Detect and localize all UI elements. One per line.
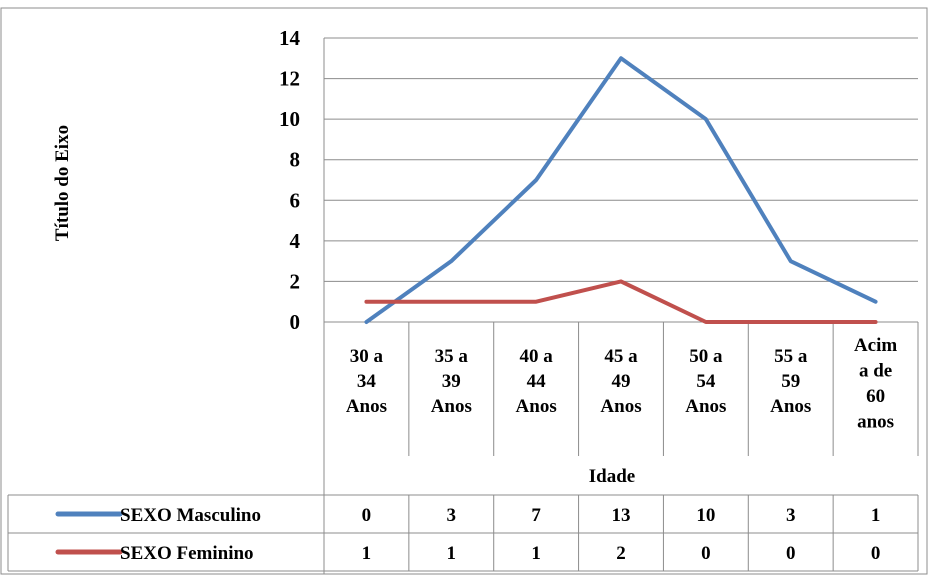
x-tick-label: 39 (442, 371, 461, 392)
x-tick-label: 45 a (604, 346, 638, 367)
x-tick-label: a de (859, 361, 892, 382)
y-tick-label: 8 (290, 148, 301, 172)
x-tick-label: 50 a (689, 346, 723, 367)
data-table-cell: 2 (616, 543, 626, 564)
x-tick-label: Anos (516, 396, 557, 417)
data-table-cell: 10 (696, 505, 715, 526)
y-tick-label: 6 (290, 188, 301, 212)
x-tick-label: 40 a (520, 346, 554, 367)
x-tick-label: 30 a (350, 346, 384, 367)
legend-label: SEXO Feminino (120, 543, 254, 564)
x-tick-label: Anos (431, 396, 472, 417)
data-table-cell: 7 (531, 505, 541, 526)
x-tick-label: 49 (612, 371, 631, 392)
data-table-cell: 3 (447, 505, 457, 526)
y-tick-label: 12 (279, 67, 300, 91)
legend-label: SEXO Masculino (120, 505, 261, 526)
y-tick-label: 4 (290, 229, 301, 253)
x-tick-label: 54 (696, 371, 716, 392)
x-tick-label: Acim (854, 335, 897, 356)
x-tick-label: Anos (770, 396, 811, 417)
x-tick-label: 60 (866, 386, 885, 407)
chart-border (1, 8, 927, 574)
data-table-cell: 13 (612, 505, 631, 526)
data-table-cell: 1 (447, 543, 457, 564)
x-tick-label: 34 (357, 371, 377, 392)
data-table-cell: 3 (786, 505, 796, 526)
x-tick-label: 35 a (435, 346, 469, 367)
data-table-cell: 1 (871, 505, 881, 526)
x-tick-label: anos (857, 412, 894, 433)
data-table-cell: 1 (531, 543, 541, 564)
y-tick-label: 0 (290, 310, 301, 334)
x-tick-label: 44 (527, 371, 547, 392)
data-table-cell: 0 (362, 505, 372, 526)
data-table-cell: 0 (871, 543, 881, 564)
y-tick-label: 10 (279, 107, 300, 131)
data-table-cell: 1 (362, 543, 372, 564)
data-table-cell: 0 (701, 543, 711, 564)
y-axis-title: Título do Eixo (52, 125, 73, 241)
x-tick-label: Anos (685, 396, 726, 417)
y-tick-label: 2 (290, 269, 301, 293)
x-tick-label: 55 a (774, 346, 808, 367)
x-tick-label: 59 (781, 371, 800, 392)
x-tick-label: Anos (346, 396, 387, 417)
x-tick-label: Anos (600, 396, 641, 417)
x-axis-title: Idade (589, 466, 635, 487)
data-table-cell: 0 (786, 543, 796, 564)
y-tick-label: 14 (279, 26, 301, 50)
